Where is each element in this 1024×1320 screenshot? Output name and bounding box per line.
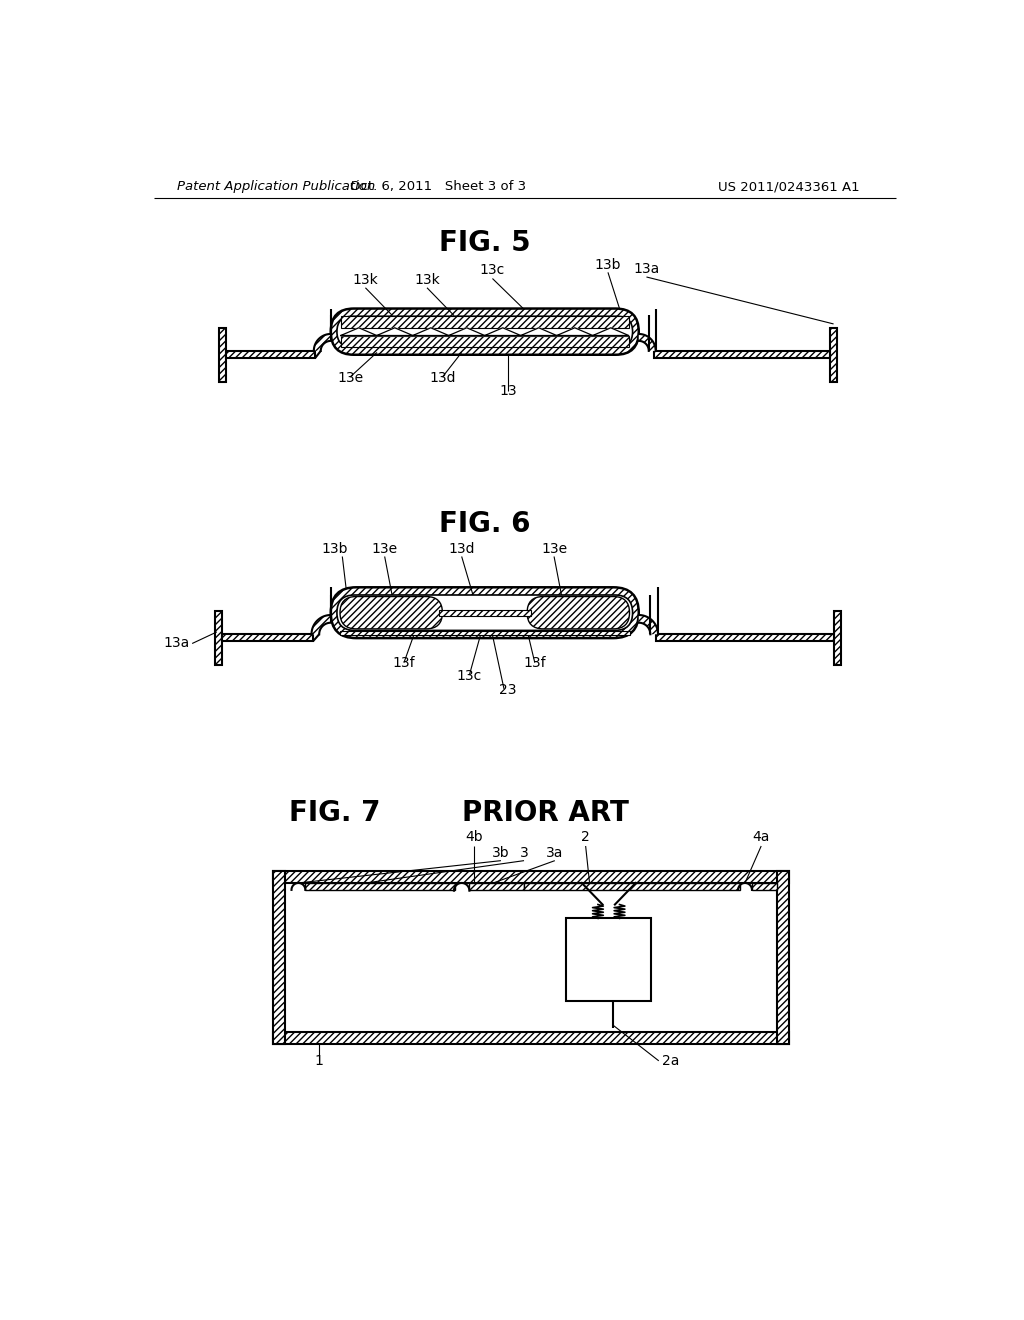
Text: 13b: 13b: [595, 257, 622, 272]
Text: Patent Application Publication: Patent Application Publication: [177, 181, 375, 194]
Text: 13c: 13c: [480, 263, 505, 277]
Polygon shape: [341, 327, 377, 335]
Polygon shape: [593, 327, 629, 335]
Bar: [835, 611, 842, 665]
Polygon shape: [413, 327, 449, 335]
Text: 13f: 13f: [392, 656, 415, 669]
Polygon shape: [311, 615, 331, 635]
Bar: [273, 871, 788, 883]
Polygon shape: [639, 334, 655, 351]
Bar: [654, 351, 830, 358]
FancyBboxPatch shape: [331, 587, 639, 638]
Text: 4b: 4b: [465, 830, 482, 845]
Bar: [273, 871, 286, 1044]
Text: FIG. 6: FIG. 6: [439, 510, 530, 539]
Text: 2: 2: [582, 830, 590, 845]
FancyBboxPatch shape: [331, 309, 639, 355]
Text: US 2011/0243361 A1: US 2011/0243361 A1: [718, 181, 860, 194]
Bar: [341, 317, 629, 327]
Text: 13c: 13c: [457, 669, 482, 682]
Bar: [752, 883, 776, 890]
Bar: [340, 631, 630, 635]
Bar: [305, 883, 455, 890]
Text: 13a: 13a: [164, 636, 189, 651]
Text: 1: 1: [314, 1055, 324, 1068]
Bar: [524, 883, 739, 890]
Text: 13f: 13f: [523, 656, 546, 669]
Bar: [219, 327, 226, 381]
FancyBboxPatch shape: [337, 317, 633, 347]
Text: 13e: 13e: [541, 541, 567, 556]
Text: 13b: 13b: [322, 541, 348, 556]
Text: 3a: 3a: [546, 846, 563, 859]
Bar: [830, 327, 838, 381]
Text: Oct. 6, 2011   Sheet 3 of 3: Oct. 6, 2011 Sheet 3 of 3: [350, 181, 526, 194]
Bar: [226, 351, 315, 358]
Text: 2a: 2a: [662, 1055, 679, 1068]
Polygon shape: [313, 334, 331, 351]
Text: 13k: 13k: [414, 273, 440, 286]
Text: 13e: 13e: [372, 541, 397, 556]
Text: 13k: 13k: [352, 273, 378, 286]
Text: 23: 23: [499, 682, 517, 697]
Polygon shape: [557, 327, 593, 335]
Text: 13d: 13d: [429, 371, 456, 384]
Text: 3b: 3b: [493, 846, 510, 859]
Bar: [566, 919, 651, 1001]
Polygon shape: [484, 327, 521, 335]
Text: FIG. 7: FIG. 7: [289, 799, 380, 826]
Text: 3: 3: [519, 846, 528, 859]
Text: 13a: 13a: [633, 263, 659, 276]
Bar: [776, 871, 788, 1044]
Bar: [215, 611, 222, 665]
Bar: [222, 635, 313, 642]
Bar: [341, 335, 629, 347]
Bar: [469, 883, 524, 890]
Polygon shape: [449, 327, 484, 335]
Text: PRIOR ART: PRIOR ART: [462, 799, 629, 826]
Text: 13e: 13e: [337, 371, 364, 384]
Bar: [438, 610, 531, 615]
Polygon shape: [377, 327, 413, 335]
Polygon shape: [639, 615, 658, 635]
Text: 13: 13: [499, 384, 517, 397]
FancyBboxPatch shape: [337, 595, 633, 631]
Polygon shape: [521, 327, 557, 335]
FancyBboxPatch shape: [340, 597, 442, 628]
FancyBboxPatch shape: [527, 597, 630, 628]
Text: FIG. 5: FIG. 5: [439, 230, 530, 257]
Text: 4a: 4a: [753, 830, 770, 845]
Bar: [273, 1032, 788, 1044]
Text: 13d: 13d: [449, 541, 475, 556]
Bar: [656, 635, 835, 642]
